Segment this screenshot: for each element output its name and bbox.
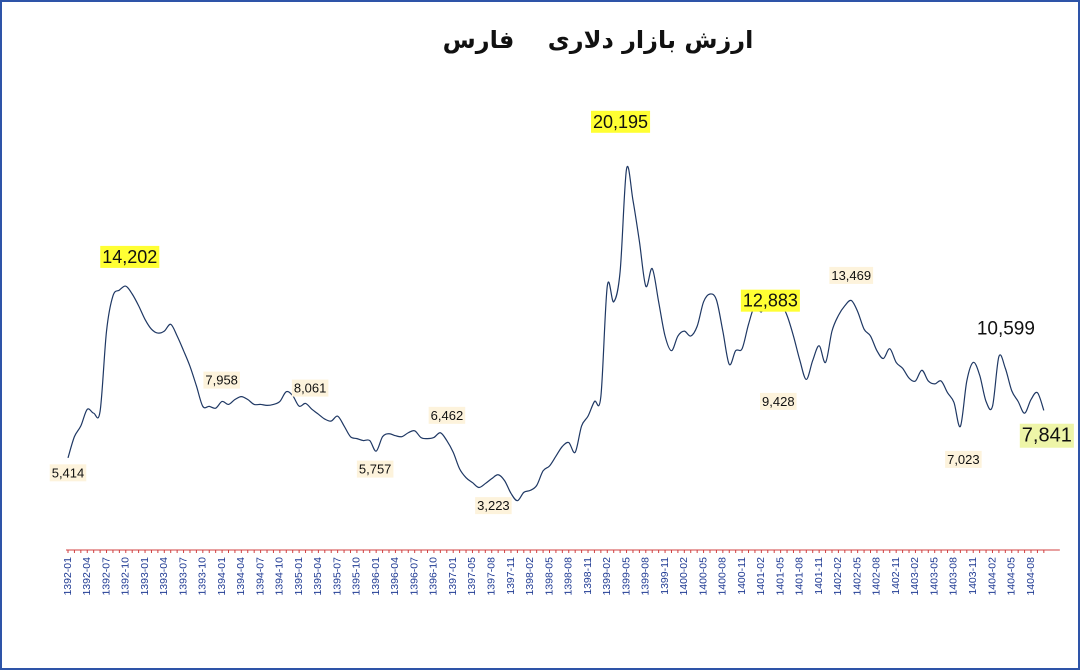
x-tick-label: 1396-10 — [428, 557, 440, 596]
x-tick-label: 1401-05 — [774, 557, 786, 596]
x-tick-label: 1394-04 — [235, 557, 247, 596]
x-tick-label: 1403-05 — [928, 557, 940, 596]
x-tick-label: 1399-02 — [601, 557, 613, 596]
data-label: 7,958 — [205, 373, 238, 388]
data-label-bg — [100, 245, 160, 268]
x-tick-label: 1398-02 — [524, 557, 536, 596]
x-tick-label: 1393-07 — [177, 557, 189, 596]
x-tick-label: 1396-04 — [389, 557, 401, 596]
x-tick-label: 1395-01 — [293, 557, 305, 596]
x-tick-label: 1393-01 — [139, 557, 151, 596]
x-tick-label: 1393-04 — [158, 557, 170, 596]
x-tick-label: 1402-02 — [832, 557, 844, 596]
data-label-group: 9,428 — [760, 392, 797, 410]
x-tick-label: 1402-08 — [871, 557, 883, 596]
data-label-group: 7,958 — [203, 371, 240, 389]
x-tick-label: 1400-02 — [678, 557, 690, 596]
data-label-bg — [291, 379, 329, 397]
data-label-group: 5,414 — [49, 464, 87, 482]
x-tick-label: 1396-07 — [408, 557, 420, 596]
data-label: 6,462 — [431, 408, 464, 423]
x-tick-label: 1397-08 — [486, 557, 498, 596]
x-tick-label: 1394-10 — [274, 557, 286, 596]
x-tick-label: 1397-05 — [466, 557, 478, 596]
data-label-bg — [740, 289, 800, 312]
data-label-group: 8,061 — [291, 379, 329, 397]
data-label-group: 5,757 — [356, 460, 394, 478]
data-label: 8,061 — [294, 381, 327, 396]
x-tick-label: 1394-01 — [216, 557, 228, 596]
x-tick-label: 1403-11 — [967, 557, 979, 595]
data-label: 14,202 — [102, 247, 157, 267]
x-tick-label: 1400-05 — [697, 557, 709, 596]
data-label-group: 12,883 — [740, 289, 800, 312]
data-label-bg — [974, 317, 1037, 341]
x-tick-label: 1394-07 — [254, 557, 266, 596]
x-tick-label: 1403-08 — [948, 557, 960, 596]
data-label-group: 6,462 — [428, 406, 466, 424]
x-tick-label: 1395-07 — [331, 557, 343, 596]
data-label-group: 13,469 — [829, 266, 874, 284]
data-label: 7,023 — [947, 452, 980, 467]
x-tick-label: 1400-08 — [717, 557, 729, 596]
x-tick-label: 1392-07 — [100, 557, 112, 596]
x-tick-label: 1399-11 — [659, 557, 671, 595]
x-tick-label: 1404-05 — [1006, 557, 1018, 596]
x-tick-label: 1402-11 — [890, 557, 902, 595]
x-tick-label: 1397-11 — [505, 557, 517, 595]
x-tick-label: 1400-11 — [736, 557, 748, 595]
x-tick-label: 1393-10 — [197, 557, 209, 596]
x-tick-label: 1402-05 — [851, 557, 863, 596]
data-label-bg — [428, 406, 466, 424]
data-label: 13,469 — [831, 268, 871, 283]
x-tick-label: 1392-04 — [81, 557, 93, 596]
x-tick-label: 1404-02 — [986, 557, 998, 596]
data-label: 5,757 — [359, 462, 392, 477]
data-label-bg — [1019, 423, 1074, 448]
x-tick-label: 1403-02 — [909, 557, 921, 596]
data-label: 10,599 — [977, 319, 1035, 340]
data-label-bg — [760, 392, 797, 410]
chart-title: ارزش بازار دلاری فارس — [443, 26, 754, 54]
data-label-group: 14,202 — [100, 245, 160, 268]
x-tick-label: 1399-08 — [640, 557, 652, 596]
data-label: 3,223 — [477, 498, 510, 513]
x-tick-label: 1398-11 — [582, 557, 594, 595]
data-label: 5,414 — [52, 465, 85, 480]
x-tick-label: 1401-11 — [813, 557, 825, 595]
x-tick-label: 1395-04 — [312, 557, 324, 596]
data-label-bg — [829, 266, 874, 284]
x-tick-label: 1401-02 — [755, 557, 767, 596]
data-label-bg — [203, 371, 240, 389]
line-series — [67, 165, 1045, 502]
data-label: 7,841 — [1022, 425, 1072, 447]
x-tick-label: 1392-10 — [120, 557, 132, 596]
x-tick-label: 1396-01 — [370, 557, 382, 596]
data-label-bg — [356, 460, 394, 478]
data-label-bg — [945, 450, 982, 468]
x-tick-label: 1392-01 — [62, 557, 74, 596]
data-label-group: 3,223 — [475, 497, 512, 515]
data-label-group: 20,195 — [591, 110, 651, 133]
x-tick-label: 1399-05 — [620, 557, 632, 596]
data-label: 20,195 — [593, 112, 648, 132]
x-tick-label: 1401-08 — [794, 557, 806, 596]
data-label-group: 7,841 — [1019, 423, 1074, 448]
data-label-bg — [49, 464, 87, 482]
data-label: 12,883 — [743, 291, 798, 311]
data-label-bg — [475, 497, 512, 515]
data-label-group: 7,023 — [945, 450, 982, 468]
x-tick-label: 1398-05 — [543, 557, 555, 596]
data-label: 9,428 — [762, 394, 795, 409]
data-label-bg — [591, 110, 651, 133]
x-tick-label: 1397-01 — [447, 557, 459, 596]
x-tick-label: 1398-08 — [563, 557, 575, 596]
x-tick-label: 1404-08 — [1025, 557, 1037, 596]
data-label-group: 10,599 — [974, 317, 1037, 341]
x-tick-label: 1395-10 — [351, 557, 363, 596]
